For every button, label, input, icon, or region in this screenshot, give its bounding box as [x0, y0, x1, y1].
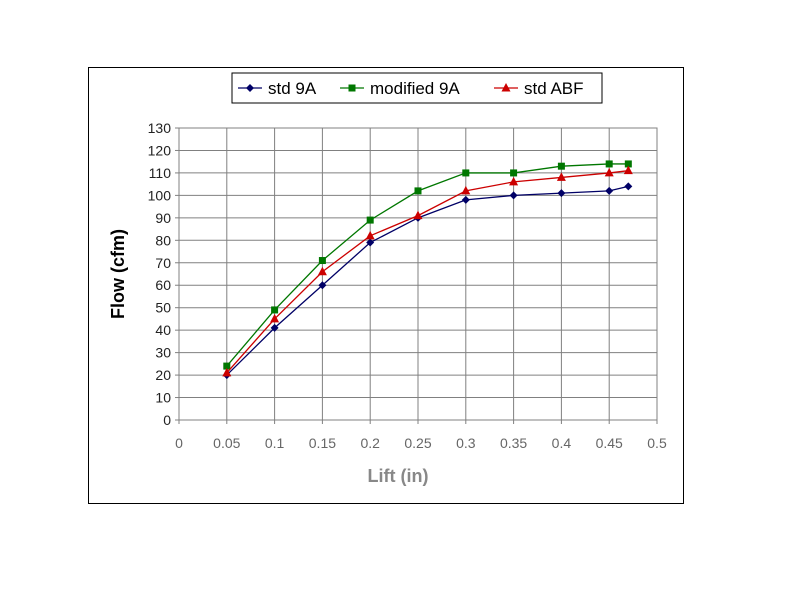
- x-tick-label: 0.25: [404, 435, 431, 451]
- x-axis-title: Lift (in): [368, 466, 429, 486]
- series-1: [223, 160, 632, 370]
- data-point: [271, 306, 279, 314]
- legend-marker: [246, 84, 254, 92]
- y-tick-label: 130: [148, 120, 172, 136]
- x-tick-label: 0.3: [456, 435, 476, 451]
- y-tick-label: 70: [155, 255, 171, 271]
- data-point: [318, 257, 326, 265]
- grid-lines: [175, 127, 658, 424]
- data-point: [624, 160, 632, 168]
- legend: std 9A modified 9A std ABF: [231, 72, 603, 104]
- data-point: [605, 186, 614, 195]
- y-tick-label: 110: [149, 165, 172, 181]
- x-tick-label: 0: [175, 435, 183, 451]
- data-point: [223, 362, 231, 370]
- x-tick-label: 0.1: [265, 435, 285, 451]
- legend-item: std ABF: [494, 79, 584, 98]
- legend-label: std 9A: [268, 79, 317, 98]
- y-tick-label: 60: [155, 277, 171, 293]
- data-point: [365, 230, 375, 240]
- legend-label: std ABF: [524, 79, 584, 98]
- y-tick-label: 120: [148, 142, 172, 158]
- series-layer: [222, 160, 633, 380]
- legend-item: std 9A: [238, 79, 317, 98]
- data-point: [624, 182, 633, 191]
- data-point: [318, 281, 327, 290]
- data-point: [366, 216, 374, 224]
- data-point: [366, 238, 375, 247]
- series-line: [226, 185, 629, 376]
- legend-marker: [348, 84, 356, 92]
- data-point: [317, 266, 327, 276]
- data-point: [413, 210, 423, 220]
- data-point: [270, 313, 280, 323]
- data-point: [557, 162, 565, 170]
- legend-items: std 9A modified 9A std ABF: [238, 79, 584, 98]
- data-point: [509, 191, 518, 200]
- data-point: [222, 367, 232, 377]
- legend-item: modified 9A: [340, 79, 460, 98]
- x-tick-label: 0.05: [213, 435, 240, 451]
- data-point: [461, 195, 470, 204]
- x-tick-label: 0.4: [552, 435, 572, 451]
- y-tick-label: 80: [155, 232, 171, 248]
- series-line: [226, 170, 629, 374]
- y-axis-title: Flow (cfm): [108, 229, 128, 319]
- x-tick-labels: 0 0.05 0.1 0.15 0.2 0.25 0.3 0.35 0.4 0.45 0.5: [175, 435, 667, 451]
- y-tick-label: 0: [163, 412, 171, 428]
- y-tick-label: 30: [155, 345, 171, 361]
- x-tick-label: 0.35: [500, 435, 527, 451]
- data-point: [509, 176, 519, 186]
- x-tick-label: 0.2: [360, 435, 380, 451]
- legend-label: modified 9A: [370, 79, 460, 98]
- data-point: [461, 185, 471, 195]
- data-point: [623, 165, 633, 175]
- series-2: [222, 165, 633, 377]
- x-tick-label: 0.5: [647, 435, 667, 451]
- data-point: [414, 187, 422, 195]
- data-point: [462, 169, 470, 177]
- y-tick-label: 50: [155, 300, 171, 316]
- data-point: [270, 323, 279, 332]
- legend-box: [231, 72, 603, 104]
- y-tick-label: 100: [148, 187, 172, 203]
- data-point: [557, 189, 566, 198]
- x-tick-label: 0.45: [596, 435, 623, 451]
- series-line: [226, 163, 629, 367]
- data-point: [604, 167, 614, 177]
- legend-marker: [501, 83, 511, 92]
- y-tick-labels: 0 10 20 30 40 50 60 70 80 90 100 110 120 130: [148, 120, 172, 428]
- data-point: [605, 160, 613, 168]
- y-tick-label: 20: [155, 367, 171, 383]
- y-tick-label: 40: [155, 322, 171, 338]
- y-tick-label: 10: [155, 390, 171, 406]
- data-point: [510, 169, 518, 177]
- data-point: [556, 172, 566, 181]
- x-tick-label: 0.15: [309, 435, 336, 451]
- y-tick-label: 90: [155, 210, 171, 226]
